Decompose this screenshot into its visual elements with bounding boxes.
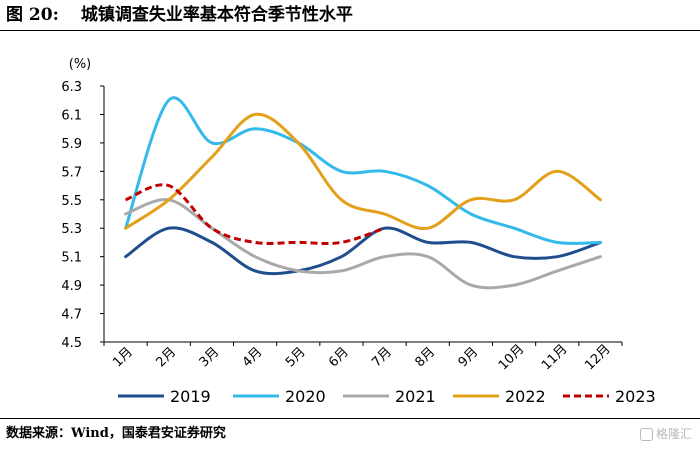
series-line-2019 (124, 226, 602, 276)
series-line-2023 (125, 183, 386, 245)
y-tick-label: 4.7 (61, 308, 82, 323)
watermark-logo-icon (639, 428, 653, 441)
x-tick-label: 10月 (496, 342, 527, 373)
y-tick-label: 5.9 (61, 137, 82, 152)
y-tick-label: 6.1 (61, 108, 82, 123)
x-tick-label: 5月 (283, 345, 309, 371)
y-unit-label: (%) (69, 57, 92, 72)
series-line-2020 (124, 96, 602, 245)
x-tick-label: 9月 (456, 345, 482, 371)
y-tick-label: 5.1 (61, 251, 82, 266)
source-divider (0, 418, 700, 419)
legend-label-2020: 2020 (285, 387, 326, 406)
y-tick-label: 5.5 (61, 194, 82, 209)
x-tick-label: 12月 (582, 342, 613, 373)
x-tick-label: 1月 (110, 345, 136, 371)
legend-label-2019: 2019 (170, 387, 211, 406)
figure-title-line: 图 20: 城镇调查失业率基本符合季节性水平 (6, 4, 353, 26)
x-tick-label: 7月 (369, 345, 395, 371)
watermark: 格隆汇 (639, 424, 692, 444)
x-tick-label: 6月 (326, 345, 352, 371)
watermark-text: 格隆汇 (655, 427, 692, 441)
title-divider (0, 30, 700, 31)
series-line-2021 (124, 198, 602, 290)
chart-series (124, 96, 602, 290)
y-tick-label: 4.9 (61, 279, 82, 294)
x-tick-label: 11月 (539, 342, 570, 373)
line-chart: 4.5 4.7 4.9 5.1 5.3 5.5 5.7 5.9 6.1 6.3 (%) 1月 2月 3月 4… (61, 57, 656, 406)
legend-label-2021: 2021 (395, 387, 436, 406)
figure-number: 图 20: (6, 5, 59, 25)
x-tick-label: 4月 (240, 345, 266, 371)
series-line-2022 (124, 112, 602, 230)
y-tick-label: 4.5 (61, 336, 82, 351)
y-tick-label: 6.3 (61, 80, 82, 95)
x-tick-label: 2月 (153, 345, 179, 371)
source-note: 数据来源：Wind，国泰君安证券研究 (6, 426, 226, 441)
x-tick-label: 3月 (197, 345, 223, 371)
y-tick-label: 5.3 (61, 222, 82, 237)
chart-legend: 2019 2020 2021 2022 2023 (118, 387, 656, 406)
y-tick-label: 5.7 (61, 165, 82, 180)
x-tick-label: 8月 (412, 345, 438, 371)
figure-title: 城镇调查失业率基本符合季节性水平 (80, 5, 353, 25)
legend-label-2022: 2022 (505, 387, 546, 406)
legend-label-2023: 2023 (615, 387, 656, 406)
